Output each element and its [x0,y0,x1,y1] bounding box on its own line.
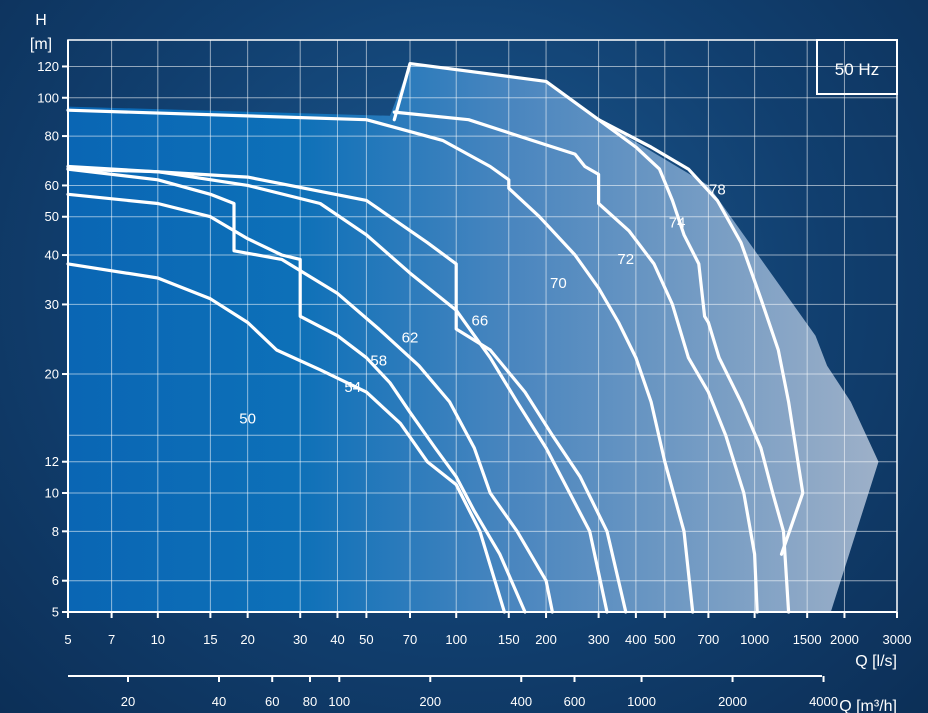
x-tick-label: 50 [359,632,373,647]
x-tick-label: 2000 [830,632,859,647]
x-tick-label: 150 [498,632,520,647]
x-tick-label: 5 [64,632,71,647]
x2-tick-label: 2000 [718,694,747,709]
frequency-label: 50 Hz [835,60,879,79]
y-tick-label: 10 [45,486,59,501]
curve-66 [66,164,628,614]
curve-74 [392,62,791,614]
curve-70 [66,108,695,614]
curve-78 [597,118,805,556]
curve-label-74: 74 [669,214,686,231]
x-tick-label: 70 [403,632,417,647]
x-tick-label: 30 [293,632,307,647]
curve-label-50: 50 [239,410,256,427]
x-axis-title: Q [l/s] [855,653,897,670]
x-tick-label: 300 [588,632,610,647]
x-tick-label: 200 [535,632,557,647]
x2-tick-label: 40 [212,694,226,709]
y-tick-label: 6 [52,573,59,588]
y-tick-label: 40 [45,248,59,263]
x2-tick-label: 200 [419,694,441,709]
y-tick-label: 30 [45,297,59,312]
x-tick-label: 1000 [740,632,769,647]
x-tick-label: 700 [698,632,720,647]
x-tick-label: 20 [240,632,254,647]
y-tick-label: 120 [37,59,59,74]
x2-tick-label: 600 [564,694,586,709]
x2-tick-label: 4000 [809,694,838,709]
curve-label-58: 58 [370,353,387,370]
x2-tick-label: 1000 [627,694,656,709]
y-tick-label: 50 [45,209,59,224]
y-tick-label: 12 [45,454,59,469]
y-tick-label: 8 [52,524,59,539]
curve-label-70: 70 [550,275,567,292]
x2-tick-label: 80 [303,694,317,709]
curve-label-62: 62 [402,330,419,347]
curve-50 [66,262,506,614]
x-tick-label: 15 [203,632,217,647]
curve-label-54: 54 [344,379,361,396]
axis-titles: H [m] Q [l/s] Q [m³/h] [30,12,897,713]
y-tick-label: 60 [45,178,59,193]
y-axis-symbol: H [35,12,47,29]
curve-72 [392,110,759,614]
y-tick-label: 5 [52,605,59,620]
x2-tick-label: 100 [328,694,350,709]
frequency-legend-box: 50 Hz [816,39,898,95]
x-tick-label: 100 [445,632,467,647]
x-tick-label: 400 [625,632,647,647]
x2-tick-label: 60 [265,694,279,709]
curve-label-72: 72 [617,251,634,268]
x2-tick-label: 400 [510,694,532,709]
curve-58 [66,167,554,614]
x-tick-label: 500 [654,632,676,647]
y-tick-label: 100 [37,90,59,105]
curve-54 [66,192,527,614]
curve-label-66: 66 [472,313,489,330]
x2-axis-title: Q [m³/h] [839,698,897,713]
x-tick-label: 3000 [883,632,912,647]
x-tick-label: 10 [151,632,165,647]
y-axis-unit: [m] [30,36,52,53]
x-tick-label: 1500 [793,632,822,647]
x2-tick-label: 20 [121,694,135,709]
x-tick-label: 7 [108,632,115,647]
y-tick-label: 80 [45,129,59,144]
y-tick-label: 20 [45,367,59,382]
curve-label-78: 78 [709,181,726,198]
x-tick-label: 40 [330,632,344,647]
